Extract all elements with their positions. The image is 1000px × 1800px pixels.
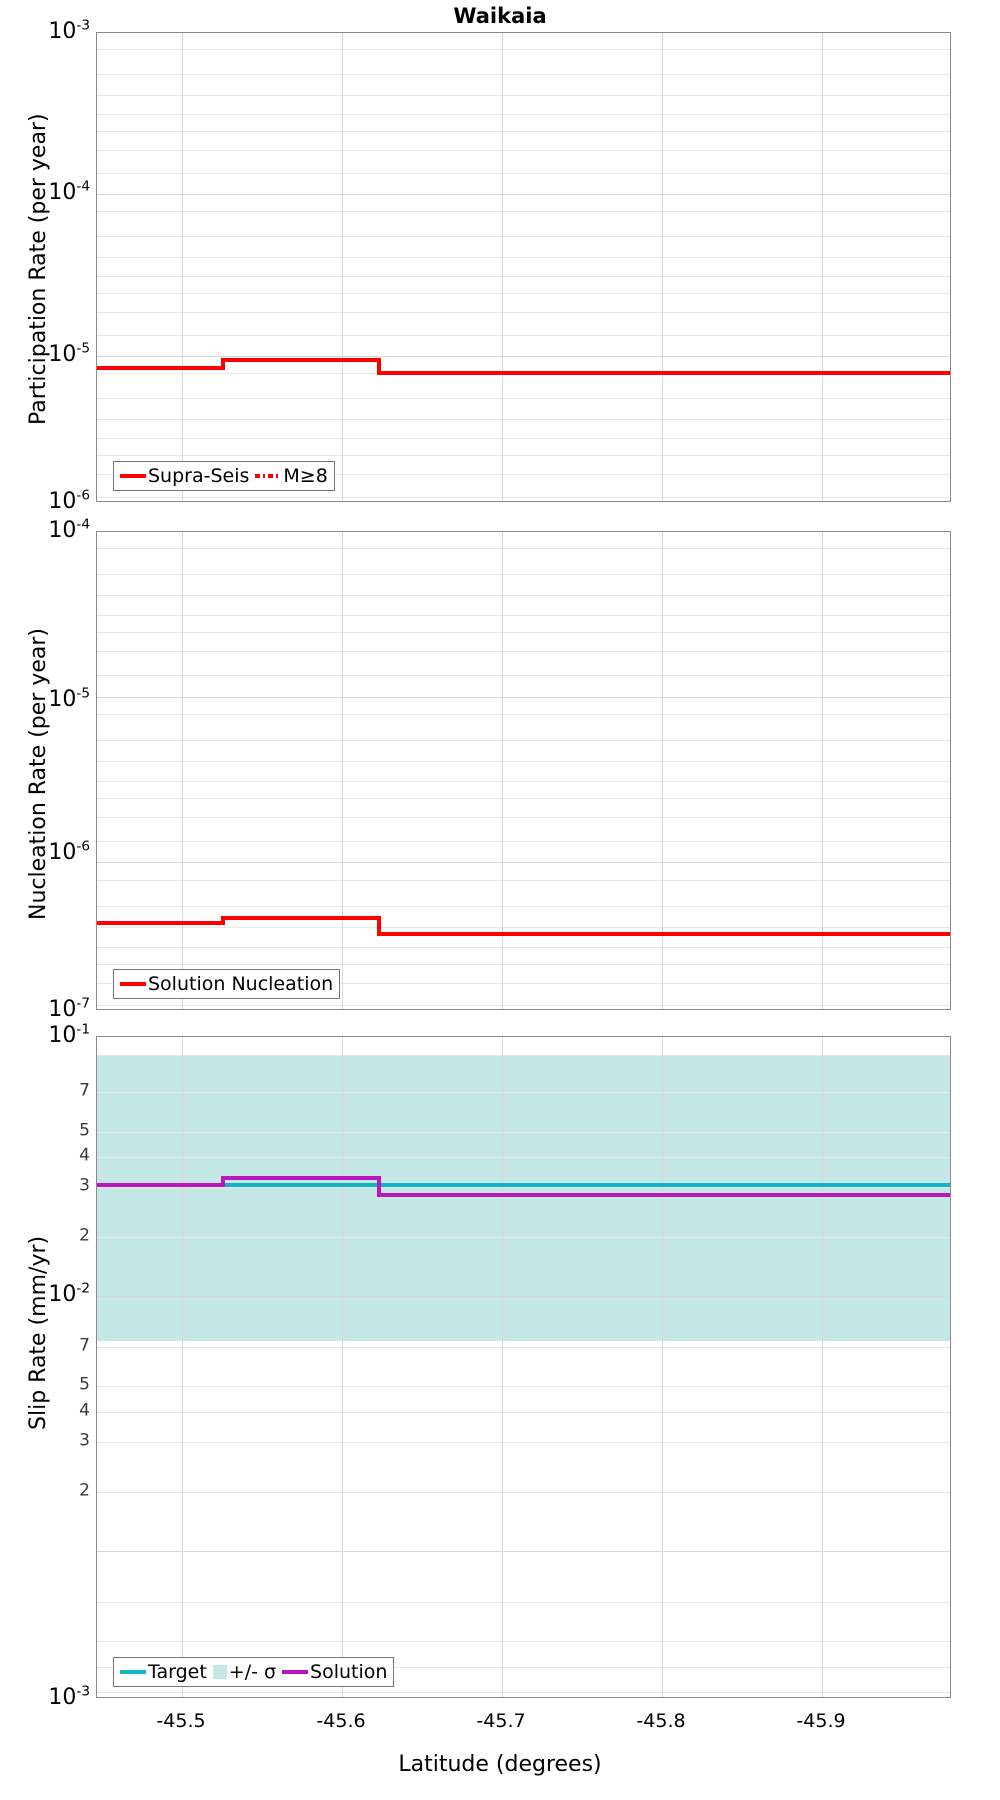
panel2-legend: Solution Nucleation xyxy=(113,969,341,999)
x-axis-label: Latitude (degrees) xyxy=(398,1752,602,1777)
series-solution-seg-2 xyxy=(221,1176,379,1180)
panel-nucleation-rate: Solution Nucleation xyxy=(96,531,951,1010)
series-solution-step-1 xyxy=(221,1176,225,1187)
legend-item-solution-nucleation[interactable]: Solution Nucleation xyxy=(120,973,333,995)
legend-label-supra-seis: Supra-Seis xyxy=(148,465,250,487)
panel3-y-axis-label: Slip Rate (mm/yr) xyxy=(26,1235,51,1430)
xtick-4: -45.9 xyxy=(796,1710,846,1732)
series-m8-seg-2 xyxy=(221,358,379,362)
panel3-ytick-5a: 5 xyxy=(79,1120,90,1141)
line-icon-m8 xyxy=(255,474,282,478)
panel2-ytick-0: 10-4 xyxy=(48,516,90,543)
panel2-ytick-1: 10-5 xyxy=(48,685,90,712)
xtick-2: -45.7 xyxy=(476,1710,526,1732)
legend-item-sigma[interactable]: +/- σ xyxy=(212,1661,277,1683)
panel-slip-rate: Target +/- σ Solution xyxy=(96,1036,951,1698)
panel3-ytick-2a: 2 xyxy=(79,1225,90,1246)
panel1-legend: Supra-Seis M≥8 xyxy=(113,461,335,491)
series-solution-step-2 xyxy=(377,1176,381,1197)
panel3-ytick-10e-1: 10-1 xyxy=(48,1021,90,1048)
panel1-ytick-1: 10-4 xyxy=(48,178,90,205)
series-solution-nucleation-seg-2 xyxy=(221,916,379,920)
legend-label-target: Target xyxy=(148,1661,207,1683)
panel3-ytick-3b: 3 xyxy=(79,1430,90,1451)
legend-item-target[interactable]: Target xyxy=(120,1661,207,1683)
patch-icon-sigma xyxy=(212,1665,227,1679)
uncertainty-band xyxy=(97,1055,950,1341)
panel1-plot-area xyxy=(97,33,950,501)
series-supra-seis-step-1 xyxy=(221,358,225,370)
panel3-ytick-3a: 3 xyxy=(79,1175,90,1196)
series-solution-seg-3 xyxy=(377,1193,950,1197)
series-solution-nucleation-seg-3 xyxy=(377,932,950,936)
figure-title: Waikaia xyxy=(453,4,547,28)
xtick-3: -45.8 xyxy=(636,1710,686,1732)
legend-label-sigma: +/- σ xyxy=(228,1661,277,1683)
panel2-ytick-3: 10-7 xyxy=(48,995,90,1022)
legend-label-solution-nucleation: Solution Nucleation xyxy=(148,973,334,995)
panel3-ytick-2b: 2 xyxy=(79,1480,90,1501)
line-icon-solution xyxy=(282,1670,309,1674)
line-icon-solution-nucleation xyxy=(120,982,146,986)
series-solution-seg-1 xyxy=(97,1183,223,1187)
legend-label-solution: Solution xyxy=(310,1661,388,1683)
panel-participation-rate: Supra-Seis M≥8 xyxy=(96,32,951,502)
panel3-ytick-5b: 5 xyxy=(79,1374,90,1395)
xtick-0: -45.5 xyxy=(156,1710,206,1732)
legend-item-solution[interactable]: Solution xyxy=(282,1661,387,1683)
panel3-ytick-10e-2: 10-2 xyxy=(48,1280,90,1307)
series-target-seg-1 xyxy=(97,1183,950,1187)
panel2-ytick-2: 10-6 xyxy=(48,838,90,865)
line-icon-target xyxy=(120,1670,146,1674)
series-m8-seg-3 xyxy=(377,371,950,375)
line-icon-supra-seis xyxy=(120,474,146,478)
panel3-ytick-10e-3: 10-3 xyxy=(48,1683,90,1710)
series-m8-seg-1 xyxy=(97,366,223,370)
series-solution-nucleation-step-1 xyxy=(221,916,225,925)
legend-item-m8[interactable]: M≥8 xyxy=(255,465,328,487)
panel3-ytick-4b: 4 xyxy=(79,1400,90,1421)
xtick-1: -45.6 xyxy=(316,1710,366,1732)
panel3-plot-area xyxy=(97,1037,950,1697)
panel2-y-axis-label: Nucleation Rate (per year) xyxy=(26,628,51,920)
panel2-plot-area xyxy=(97,532,950,1009)
series-solution-nucleation-seg-1 xyxy=(97,921,223,925)
series-supra-seis-step-2 xyxy=(377,358,381,375)
panel1-ytick-0: 10-3 xyxy=(48,17,90,44)
legend-item-supra-seis[interactable]: Supra-Seis xyxy=(120,465,249,487)
panel3-ytick-4a: 4 xyxy=(79,1145,90,1166)
series-solution-nucleation-step-2 xyxy=(377,916,381,936)
legend-label-m8: M≥8 xyxy=(283,465,328,487)
panel1-ytick-3: 10-6 xyxy=(48,487,90,514)
panel3-ytick-7b: 7 xyxy=(79,1335,90,1356)
panel3-legend: Target +/- σ Solution xyxy=(113,1657,395,1687)
panel3-ytick-7a: 7 xyxy=(79,1080,90,1101)
panel1-ytick-2: 10-5 xyxy=(48,340,90,367)
panel1-y-axis-label: Participation Rate (per year) xyxy=(26,113,51,425)
